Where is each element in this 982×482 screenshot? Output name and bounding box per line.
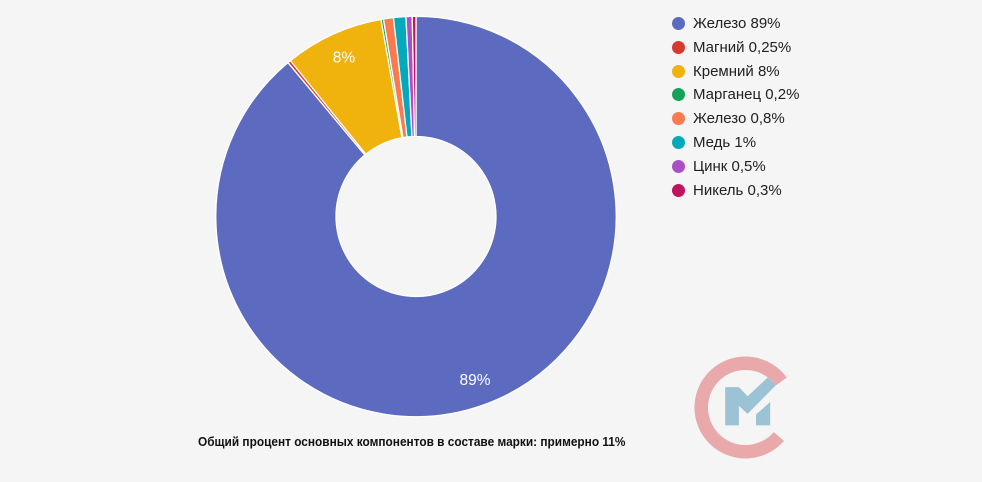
svg-text:89%: 89% bbox=[459, 372, 490, 389]
svg-text:8%: 8% bbox=[333, 50, 356, 67]
